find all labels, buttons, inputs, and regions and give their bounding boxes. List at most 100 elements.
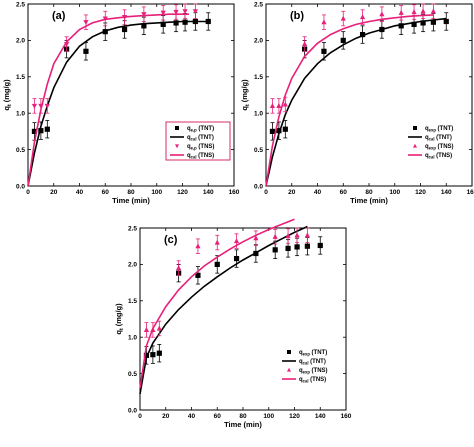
x-tick-label: 40 <box>188 413 196 420</box>
y-tick-label: 1.5 <box>128 298 137 305</box>
data-point <box>192 9 198 15</box>
y-tick-label: 0.0 <box>254 183 263 190</box>
legend-label-sub: exp <box>429 128 437 133</box>
data-point <box>411 21 417 27</box>
data-point <box>233 255 240 262</box>
legend-marker <box>287 367 291 372</box>
data-point <box>143 352 150 358</box>
data-point <box>233 238 240 244</box>
legend-label-q: q <box>187 153 191 159</box>
legend-label-q: q <box>299 368 303 374</box>
data-point <box>430 19 436 25</box>
legend-label-sub: exp <box>429 146 437 151</box>
data-point <box>182 9 188 15</box>
y-tick-label: 1.0 <box>128 335 137 342</box>
legend-label-suffix: (TNT) <box>310 350 327 356</box>
x-tick-label: 140 <box>315 413 326 420</box>
legend-label-q: q <box>425 126 429 132</box>
data-point <box>44 103 50 109</box>
data-point <box>282 101 288 107</box>
legend-label-suffix: (TNT) <box>197 135 214 141</box>
x-tick-label: 20 <box>50 189 58 196</box>
data-point <box>31 103 38 109</box>
legend-label: qe,p (TNT) <box>187 126 214 133</box>
data-point <box>214 239 220 245</box>
data-point <box>160 21 166 27</box>
legend-label-suffix: (TNT) <box>197 126 214 132</box>
data-point <box>160 10 166 16</box>
data-point <box>141 23 147 29</box>
x-axis-label: Time (min) <box>224 420 262 429</box>
x-tick-label: 160 <box>229 189 240 196</box>
fit-curve-4 <box>139 218 295 389</box>
data-point <box>321 48 327 54</box>
data-point <box>302 41 308 47</box>
x-tick-label: 140 <box>203 189 214 196</box>
x-tick-label: 40 <box>76 189 84 196</box>
y-tick-label: 2.0 <box>128 262 137 269</box>
data-point <box>359 31 366 38</box>
y-axis-label: qt (mg/g) <box>2 79 13 111</box>
data-point <box>398 23 404 29</box>
data-point <box>340 15 346 21</box>
x-tick-label: 100 <box>389 189 400 196</box>
y-tick-label: 2.0 <box>254 38 263 45</box>
x-tick-label: 140 <box>441 189 452 196</box>
x-tick-label: 80 <box>365 189 373 196</box>
data-point <box>173 20 179 26</box>
legend-label-suffix: (TNS) <box>197 144 215 150</box>
legend-label: qexp (TNT) <box>425 126 453 133</box>
legend-label: qcal (TNT) <box>425 135 452 142</box>
data-point <box>411 9 417 15</box>
data-point <box>420 20 426 26</box>
data-point <box>38 128 44 134</box>
panel-label: (c) <box>164 234 178 246</box>
x-axis-label: Time (min) <box>112 196 150 205</box>
legend-label-sub: e,p <box>191 146 197 151</box>
x-tick-label: 100 <box>263 413 274 420</box>
data-point <box>253 235 259 241</box>
fit-curve-4 <box>27 13 189 187</box>
x-tick-label: 80 <box>239 413 247 420</box>
x-tick-label: 120 <box>177 189 188 196</box>
legend-label-sub: cal <box>429 155 435 160</box>
legend-label-sub: cal <box>303 361 309 366</box>
legend-label-q: q <box>187 135 191 141</box>
x-tick-label: 80 <box>127 189 135 196</box>
data-point <box>285 233 291 239</box>
data-point <box>420 8 426 14</box>
legend-label: qexp (TNT) <box>299 350 327 357</box>
legend-label-sub: cal <box>303 379 309 384</box>
legend-label: qexp (TNS) <box>425 144 454 151</box>
fit-curve-4 <box>265 14 434 187</box>
data-point <box>173 9 179 15</box>
y-tick-label: 0.5 <box>254 147 263 154</box>
data-point <box>176 265 182 271</box>
fit-curve-2 <box>139 225 308 395</box>
x-tick-label: 20 <box>162 413 170 420</box>
y-axis-label-sub: t <box>119 328 125 330</box>
legend-label: qcal (TNT) <box>299 359 326 366</box>
data-point <box>156 350 162 356</box>
y-tick-label: 0.5 <box>128 371 137 378</box>
data-point <box>276 128 282 134</box>
data-point <box>150 352 156 358</box>
y-tick-label: 0.5 <box>16 147 25 154</box>
legend-label-sub: cal <box>429 137 435 142</box>
x-tick-label: 160 <box>467 189 474 196</box>
legend-label-sub: cal <box>191 155 197 160</box>
y-tick-label: 1.0 <box>16 111 25 118</box>
data-point <box>379 11 385 17</box>
fit-curve-2 <box>27 20 209 187</box>
legend-marker <box>413 126 417 130</box>
legend-label-sub: exp <box>303 352 311 357</box>
x-tick-label: 0 <box>264 189 268 196</box>
data-point <box>269 128 276 134</box>
data-point <box>31 128 38 134</box>
legend-label-q: q <box>187 126 191 132</box>
data-point <box>83 48 89 54</box>
y-axis-label-unit: (mg/g) <box>2 79 11 104</box>
data-point <box>195 272 201 278</box>
data-point <box>304 243 310 249</box>
